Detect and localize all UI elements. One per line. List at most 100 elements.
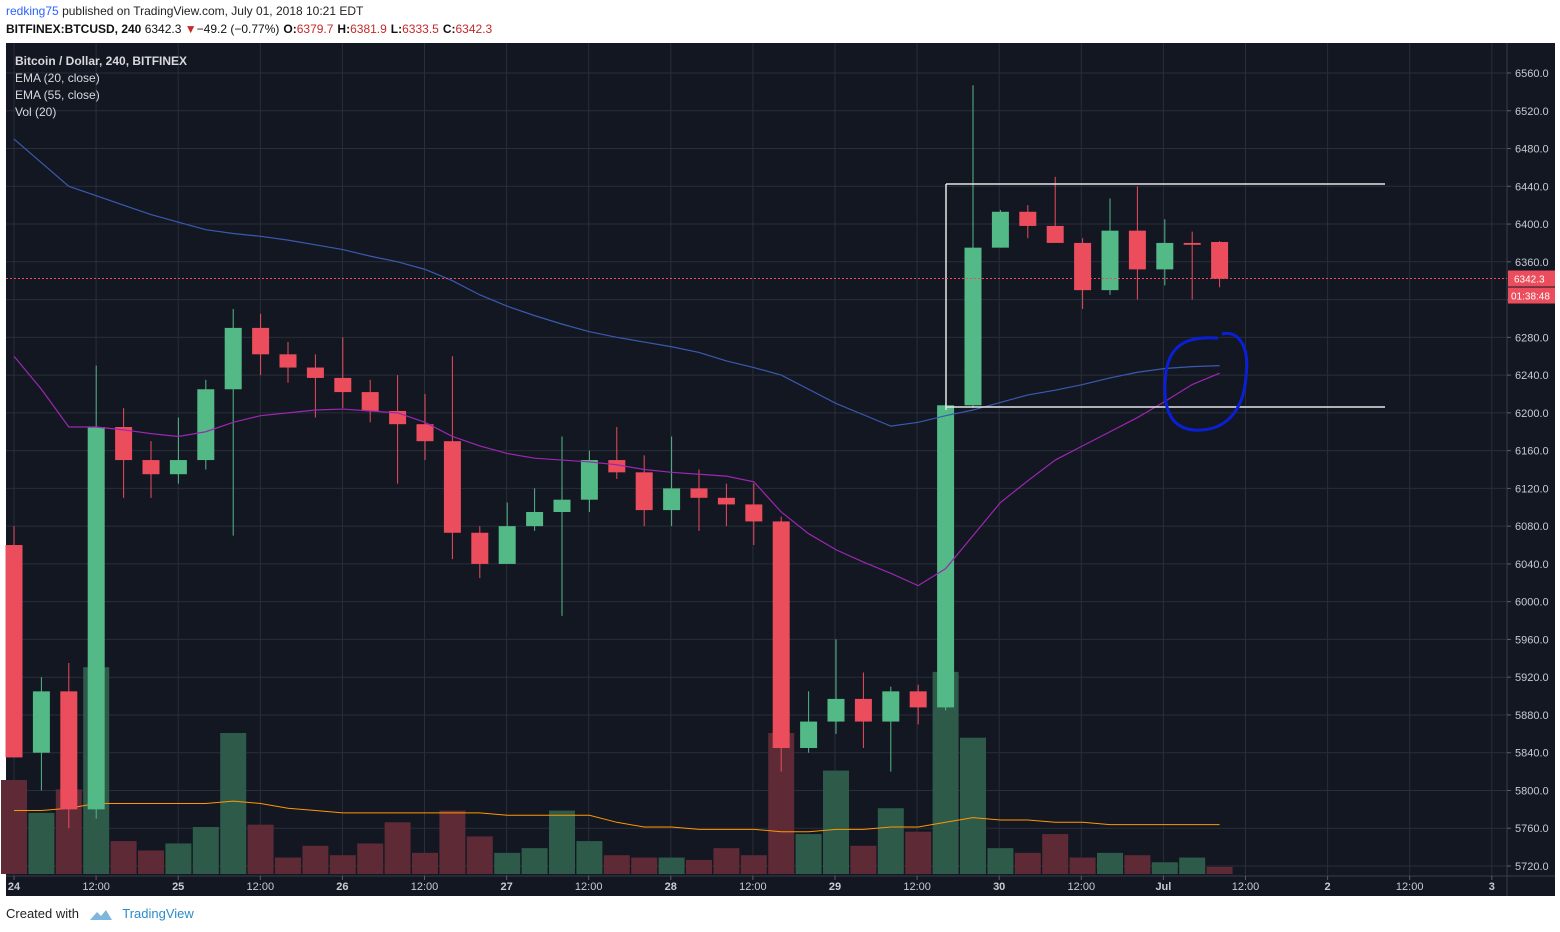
- candle-up: [1156, 242, 1174, 270]
- candle-up: [1101, 230, 1119, 291]
- candle-up: [553, 499, 571, 512]
- publish-info: redking75 published on TradingView.com, …: [6, 4, 363, 18]
- user-drawings: [945, 183, 1385, 432]
- candle-down: [443, 441, 461, 533]
- candle-up: [991, 211, 1009, 248]
- candle-down: [635, 472, 653, 511]
- x-tick-label: 12:00: [1232, 881, 1260, 893]
- x-tick-label: 12:00: [82, 881, 110, 893]
- y-tick-label: 6080.0: [1515, 521, 1549, 533]
- volume-bar: [138, 850, 164, 874]
- y-tick-label: 5720.0: [1515, 861, 1549, 873]
- candle-up: [498, 526, 516, 564]
- candle-down: [1183, 242, 1201, 245]
- y-tick-label: 6360.0: [1515, 257, 1549, 269]
- y-tick-label: 5880.0: [1515, 710, 1549, 722]
- volume-bar: [603, 855, 630, 874]
- volume-bar: [494, 852, 521, 874]
- volume-bar: [1069, 857, 1096, 874]
- ema-lines: [13, 138, 1220, 587]
- candle-up: [937, 405, 955, 708]
- candle-down: [745, 504, 763, 522]
- volume-bar: [1124, 855, 1151, 874]
- price-axis: 6560.06520.06480.06440.06400.06360.06320…: [1507, 68, 1549, 873]
- volume-bar: [28, 812, 55, 874]
- price-chart[interactable]: 6560.06520.06480.06440.06400.06360.06320…: [0, 42, 1560, 898]
- x-tick-label: 12:00: [411, 881, 439, 893]
- change-value: −49.2 (−0.77%): [196, 22, 280, 36]
- volume-bar: [877, 808, 904, 874]
- candle-down: [717, 497, 735, 505]
- candle-up: [224, 327, 242, 390]
- down-arrow-icon: ▼: [184, 22, 197, 36]
- volume-bar: [165, 843, 192, 874]
- low-label: L:: [390, 22, 403, 36]
- candle-down: [1211, 241, 1229, 279]
- y-tick-label: 6000.0: [1515, 597, 1549, 609]
- volume-bar: [1014, 852, 1041, 874]
- ema55-line: [13, 138, 1220, 427]
- author-link[interactable]: redking75: [6, 4, 59, 18]
- candle-up: [32, 691, 50, 753]
- candle-down: [5, 545, 23, 758]
- volume-bar: [576, 841, 603, 874]
- candle-down: [1046, 225, 1064, 243]
- volume-bar: [850, 845, 877, 874]
- candle-down: [854, 698, 872, 722]
- volume-bar: [220, 733, 247, 874]
- chart-legend: Bitcoin / Dollar, 240, BITFINEX EMA (20,…: [15, 53, 187, 121]
- legend-volume[interactable]: Vol (20): [15, 105, 57, 119]
- volume-bar: [1179, 857, 1206, 874]
- y-tick-label: 6560.0: [1515, 68, 1549, 80]
- y-tick-label: 6480.0: [1515, 144, 1549, 156]
- x-tick-label: 12:00: [739, 881, 767, 893]
- legend-ema20[interactable]: EMA (20, close): [15, 71, 100, 85]
- open-value: 6379.7: [296, 22, 334, 36]
- candle-up: [663, 488, 681, 511]
- y-tick-label: 6120.0: [1515, 483, 1549, 495]
- volume-bar: [439, 810, 466, 874]
- volume-bar: [110, 841, 137, 874]
- candle-down: [1074, 242, 1092, 291]
- candle-down: [471, 532, 489, 564]
- candle-down: [1128, 230, 1146, 270]
- y-tick-label: 6240.0: [1515, 370, 1549, 382]
- candle-up: [197, 389, 215, 461]
- x-tick-label: 12:00: [575, 881, 603, 893]
- volume-bar: [247, 824, 274, 874]
- ohlc-bar: BITFINEX:BTCUSD, 240 6342.3 ▼−49.2 (−0.7…: [6, 22, 492, 36]
- candle-down: [334, 377, 352, 393]
- candle-up: [580, 460, 598, 500]
- candle-down: [306, 367, 324, 378]
- volume-ma-line: [14, 800, 1220, 833]
- circle-annotation: [1163, 331, 1249, 432]
- volume-bar: [521, 848, 548, 874]
- x-tick-label: 12:00: [1396, 881, 1424, 893]
- last-price: 6342.3: [144, 22, 182, 36]
- volume-bar: [631, 857, 658, 874]
- countdown-badge: [1508, 287, 1555, 304]
- x-tick-label: 12:00: [1068, 881, 1096, 893]
- candle-up: [800, 721, 818, 748]
- y-tick-label: 6280.0: [1515, 332, 1549, 344]
- x-tick-label: 29: [829, 881, 841, 893]
- y-tick-label: 6200.0: [1515, 408, 1549, 420]
- tradingview-link[interactable]: TradingView: [122, 906, 194, 921]
- volume-bar: [905, 831, 932, 874]
- y-tick-label: 5920.0: [1515, 672, 1549, 684]
- volume-bar: [357, 843, 384, 874]
- candle-up: [87, 427, 105, 810]
- volume-bar: [713, 848, 740, 874]
- countdown-label: 01:38:48: [1511, 292, 1550, 303]
- volume-bar: [795, 834, 822, 874]
- volume-bar: [658, 857, 685, 874]
- time-axis-background: [6, 876, 1555, 896]
- y-tick-label: 6440.0: [1515, 181, 1549, 193]
- plot-background: [6, 43, 1507, 876]
- volume-bar: [960, 737, 986, 874]
- candle-up: [882, 691, 900, 722]
- y-tick-label: 5840.0: [1515, 748, 1549, 760]
- legend-ema55[interactable]: EMA (55, close): [15, 88, 100, 102]
- volume-bar: [1, 780, 27, 874]
- candle-down: [772, 521, 790, 748]
